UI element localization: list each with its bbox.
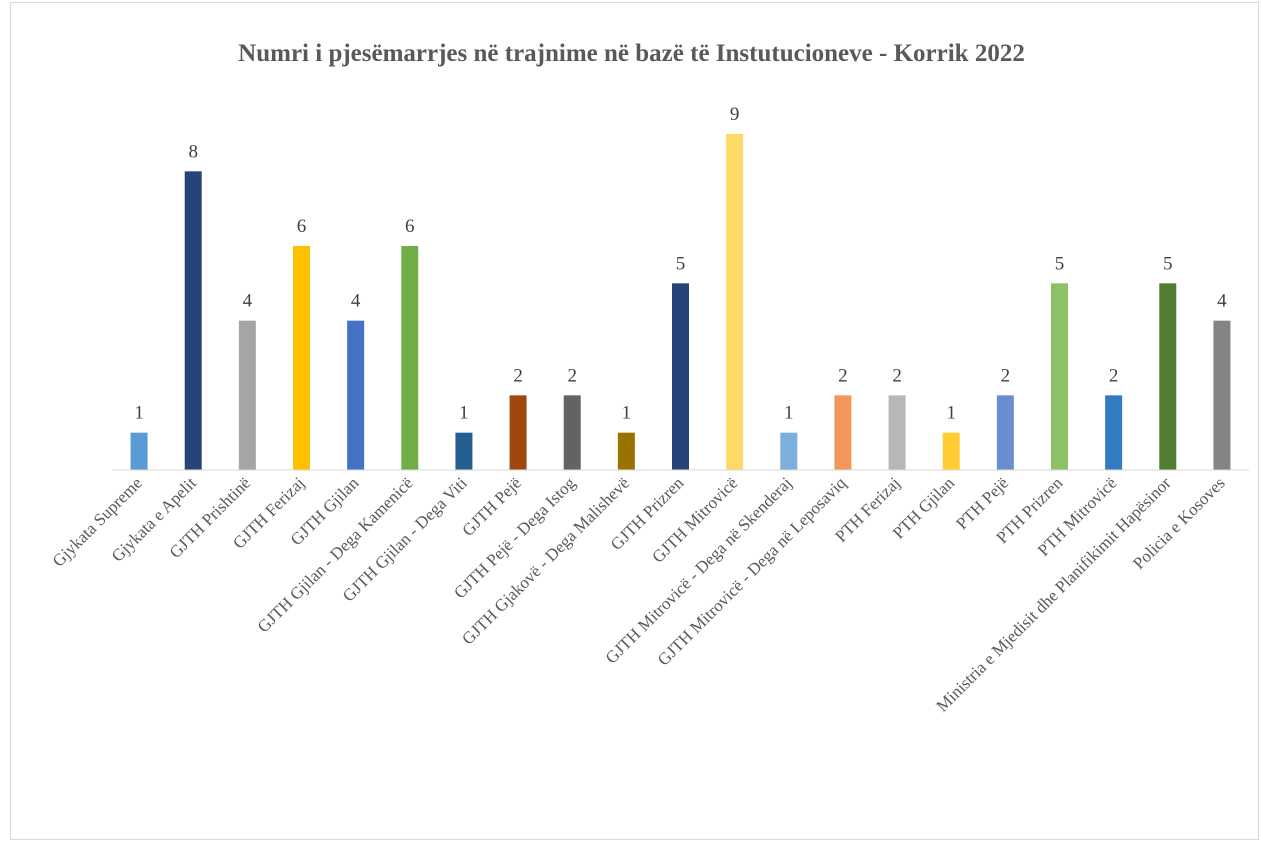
chart-frame	[10, 2, 1259, 840]
data-label: 1	[622, 403, 632, 424]
data-label: 1	[459, 403, 469, 424]
bar	[455, 432, 473, 470]
bars-group	[130, 134, 1231, 471]
bar	[1051, 283, 1068, 470]
bar	[834, 395, 852, 470]
chart-title: Numri i pjesëmarrjes në trajnime në bazë…	[238, 40, 1025, 67]
data-label: 2	[513, 365, 523, 386]
bar	[401, 246, 419, 470]
data-label: 4	[1217, 291, 1227, 312]
bar	[726, 134, 744, 470]
data-label: 1	[946, 403, 956, 424]
data-label: 2	[892, 365, 902, 386]
data-label: 1	[134, 403, 144, 424]
value-labels-group: 1 8 4 6 4 6 1 2 2 1 5 9 1 2 2 1 2 5 2 5 4	[134, 104, 1227, 424]
bar	[563, 395, 581, 470]
bar	[780, 432, 798, 470]
data-label: 4	[243, 291, 253, 312]
data-label: 6	[297, 216, 307, 237]
data-label: 1	[784, 403, 794, 424]
bar	[888, 395, 906, 470]
data-label: 2	[838, 365, 848, 386]
bar	[1105, 395, 1123, 470]
bar	[347, 320, 365, 470]
bar	[293, 246, 310, 470]
data-label: 5	[676, 253, 686, 274]
bar	[1159, 283, 1177, 470]
data-label: 6	[405, 216, 415, 237]
bar	[617, 432, 635, 470]
bar	[1213, 320, 1231, 470]
data-label: 5	[1163, 253, 1173, 274]
data-label: 2	[1001, 365, 1011, 386]
data-label: 5	[1055, 253, 1065, 274]
category-label: Gjykata Supreme	[49, 473, 146, 570]
bar	[130, 432, 148, 470]
category-label: Policia e Kosoves	[1129, 473, 1229, 573]
bar	[672, 283, 689, 470]
bar	[238, 320, 256, 470]
data-label: 4	[351, 291, 361, 312]
bar	[996, 395, 1014, 470]
data-label: 9	[730, 104, 740, 125]
data-label: 2	[1109, 365, 1119, 386]
data-label: 8	[188, 141, 198, 162]
bar	[509, 395, 527, 470]
data-label: 2	[567, 365, 577, 386]
bar	[184, 171, 202, 471]
bar	[942, 432, 960, 470]
